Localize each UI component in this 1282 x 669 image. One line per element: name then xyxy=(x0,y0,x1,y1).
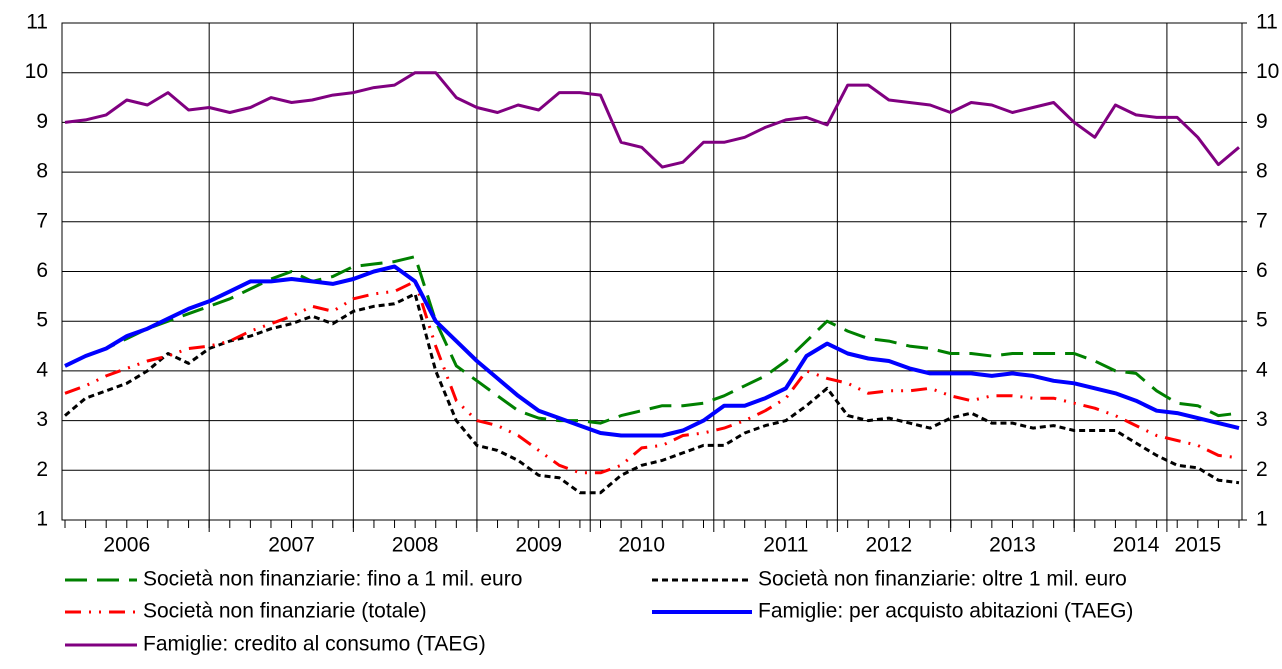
y-tick-label: 4 xyxy=(36,358,48,381)
y-tick-label: 7 xyxy=(36,209,48,232)
x-tick-label: 2014 xyxy=(1113,534,1160,557)
legend-label: Società non finanziarie (totale) xyxy=(143,600,427,623)
y-tick-label: 2 xyxy=(36,458,48,481)
y2-tick-label: 8 xyxy=(1256,160,1268,183)
y2-tick-label: 7 xyxy=(1256,209,1268,232)
plot-frame xyxy=(61,22,1243,521)
y-tick-label: 8 xyxy=(36,160,48,183)
legend-label: Società non finanziarie: oltre 1 mil. eu… xyxy=(758,568,1127,591)
series-line xyxy=(64,255,1240,425)
x-tick-label: 2009 xyxy=(515,534,562,557)
y-tick-label: 1 xyxy=(36,508,48,531)
x-tick-label: 2010 xyxy=(618,534,665,557)
y2-tick-label: 1 xyxy=(1256,508,1268,531)
legend-label: Società non finanziarie: fino a 1 mil. e… xyxy=(143,568,522,591)
legend-label: Famiglie: per acquisto abitazioni (TAEG) xyxy=(758,600,1133,623)
x-tick-label: 2006 xyxy=(103,534,150,557)
y2-tick-label: 2 xyxy=(1256,458,1268,481)
y-tick-label: 6 xyxy=(36,259,48,282)
y2-tick-label: 4 xyxy=(1256,358,1268,381)
y2-tick-label: 9 xyxy=(1256,110,1268,133)
y2-tick-label: 5 xyxy=(1256,309,1268,332)
y-tick-label: 11 xyxy=(26,11,48,34)
x-tick-label: 2015 xyxy=(1174,534,1221,557)
series-line xyxy=(64,279,1240,475)
y-tick-label: 5 xyxy=(36,309,48,332)
x-tick-label: 2007 xyxy=(268,534,315,557)
x-tick-label: 2011 xyxy=(763,534,808,557)
series-line xyxy=(64,71,1240,169)
y-tick-label: 10 xyxy=(25,60,48,83)
x-tick-label: 2012 xyxy=(866,534,913,557)
series-line xyxy=(64,292,1240,495)
legend-label: Famiglie: credito al consumo (TAEG) xyxy=(143,633,486,656)
y2-tick-label: 6 xyxy=(1256,259,1268,282)
y2-tick-label: 10 xyxy=(1256,60,1279,83)
x-tick-label: 2013 xyxy=(989,534,1036,557)
y-tick-label: 9 xyxy=(36,110,48,133)
y2-tick-label: 3 xyxy=(1256,408,1268,431)
x-tick-label: 2008 xyxy=(392,534,439,557)
series-line xyxy=(64,264,1240,438)
y2-tick-label: 11 xyxy=(1256,11,1278,34)
y-tick-label: 3 xyxy=(36,408,48,431)
